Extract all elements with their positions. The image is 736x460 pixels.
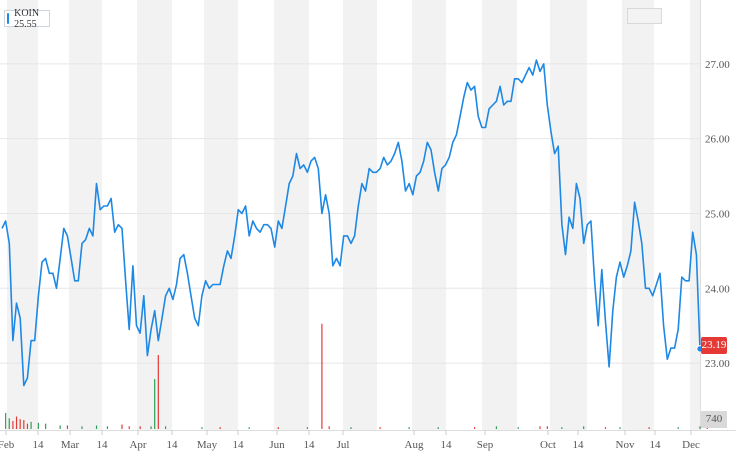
volume-bar <box>539 426 541 429</box>
x-axis-ticks: Feb 14 Mar 14 Apr 14 May 14 Jun 14 Jul Aug 14 Sep Oct 1… <box>0 430 700 451</box>
volume-bar <box>677 427 679 429</box>
volume-bar <box>648 427 650 429</box>
series-line <box>1 59 701 387</box>
volume-bar <box>37 422 39 429</box>
volume-bar <box>328 426 330 429</box>
volume-bar <box>30 421 32 429</box>
volume-bar <box>561 427 563 429</box>
volume-bar <box>95 425 98 429</box>
volume-bar <box>12 420 14 429</box>
month-band <box>343 0 377 430</box>
month-band <box>204 0 238 430</box>
month-band <box>274 0 309 430</box>
volume-bar <box>201 427 203 429</box>
volume-bar <box>517 427 519 429</box>
volume-bar <box>546 426 548 429</box>
volume-label-badge: 740 <box>701 411 727 428</box>
x-tick-label: Jun <box>269 439 285 451</box>
y-tick-label: 26.00 <box>705 134 730 146</box>
x-tick-label: 14 <box>650 439 662 451</box>
x-tick-label: 14 <box>573 439 585 451</box>
volume-bar <box>19 419 21 429</box>
month-band <box>412 0 446 430</box>
x-tick-label: 14 <box>97 439 109 451</box>
volume-bar <box>121 424 123 429</box>
volume-bar <box>619 427 621 429</box>
volume-bar <box>23 420 25 429</box>
volume-bar <box>150 426 152 429</box>
volume-bar <box>699 426 701 429</box>
volume-bar <box>277 427 279 429</box>
month-band <box>482 0 517 430</box>
x-tick-label: Mar <box>61 439 80 451</box>
volume-bar <box>128 426 130 429</box>
volume-bar <box>5 412 7 429</box>
volume-bar <box>474 427 476 429</box>
x-tick-label: 14 <box>233 439 245 451</box>
x-tick-label: Nov <box>616 439 635 451</box>
x-tick-label: Feb <box>0 439 15 451</box>
y-axis-ticks: 27.00 26.00 25.00 24.00 23.00 <box>705 59 730 370</box>
x-tick-label: 14 <box>304 439 316 451</box>
volume-bar <box>408 427 410 429</box>
volume-bar <box>379 427 381 429</box>
last-price-badge: 23.19 <box>701 337 727 354</box>
volume-bar <box>15 416 18 429</box>
volume-bar <box>26 423 29 429</box>
volume-bar <box>154 379 156 429</box>
volume-bar <box>350 427 352 429</box>
volume-bar <box>106 426 109 429</box>
x-tick-label: Oct <box>540 439 556 451</box>
x-tick-label: 14 <box>441 439 453 451</box>
volume-bar <box>8 418 10 429</box>
volume-bar <box>139 426 141 429</box>
x-tick-label: 14 <box>167 439 179 451</box>
volume-bar <box>219 427 221 429</box>
x-tick-label: Aug <box>405 439 424 451</box>
volume-bar <box>81 426 83 429</box>
volume-bar <box>706 427 708 429</box>
chart-corner-control[interactable] <box>627 8 662 24</box>
month-band <box>69 0 102 430</box>
volume-bar <box>604 427 607 429</box>
month-band <box>622 0 654 430</box>
volume-bar <box>248 427 250 429</box>
volume-bar <box>66 425 69 429</box>
month-band <box>690 0 700 430</box>
volume-bar <box>321 323 323 429</box>
price-gridlines <box>0 0 736 431</box>
series-legend[interactable]: KOIN 25.55 <box>4 7 50 30</box>
y-tick-label: 24.00 <box>705 283 730 295</box>
month-bands <box>7 0 700 430</box>
volume-bar <box>59 425 61 429</box>
y-tick-label: 27.00 <box>705 59 730 71</box>
series-color-swatch <box>7 13 10 24</box>
x-tick-label: May <box>197 439 218 451</box>
y-tick-label: 23.00 <box>705 358 730 370</box>
volume-bar <box>437 427 439 429</box>
volume-bar <box>45 423 47 429</box>
month-band <box>137 0 172 430</box>
volume-bar <box>164 426 167 429</box>
x-tick-label: Jul <box>337 439 350 451</box>
x-tick-label: Sep <box>477 439 494 451</box>
series-legend-label: KOIN 25.55 <box>14 7 40 30</box>
volume-bar <box>157 354 159 429</box>
volume-bar <box>583 426 585 429</box>
volume-bar <box>306 427 308 429</box>
x-tick-label: Apr <box>129 439 146 451</box>
x-tick-label: Dec <box>682 439 700 451</box>
y-tick-label: 25.00 <box>705 208 730 220</box>
volume-bar <box>495 426 498 429</box>
x-tick-label: 14 <box>33 439 45 451</box>
volume-bars <box>5 323 708 429</box>
